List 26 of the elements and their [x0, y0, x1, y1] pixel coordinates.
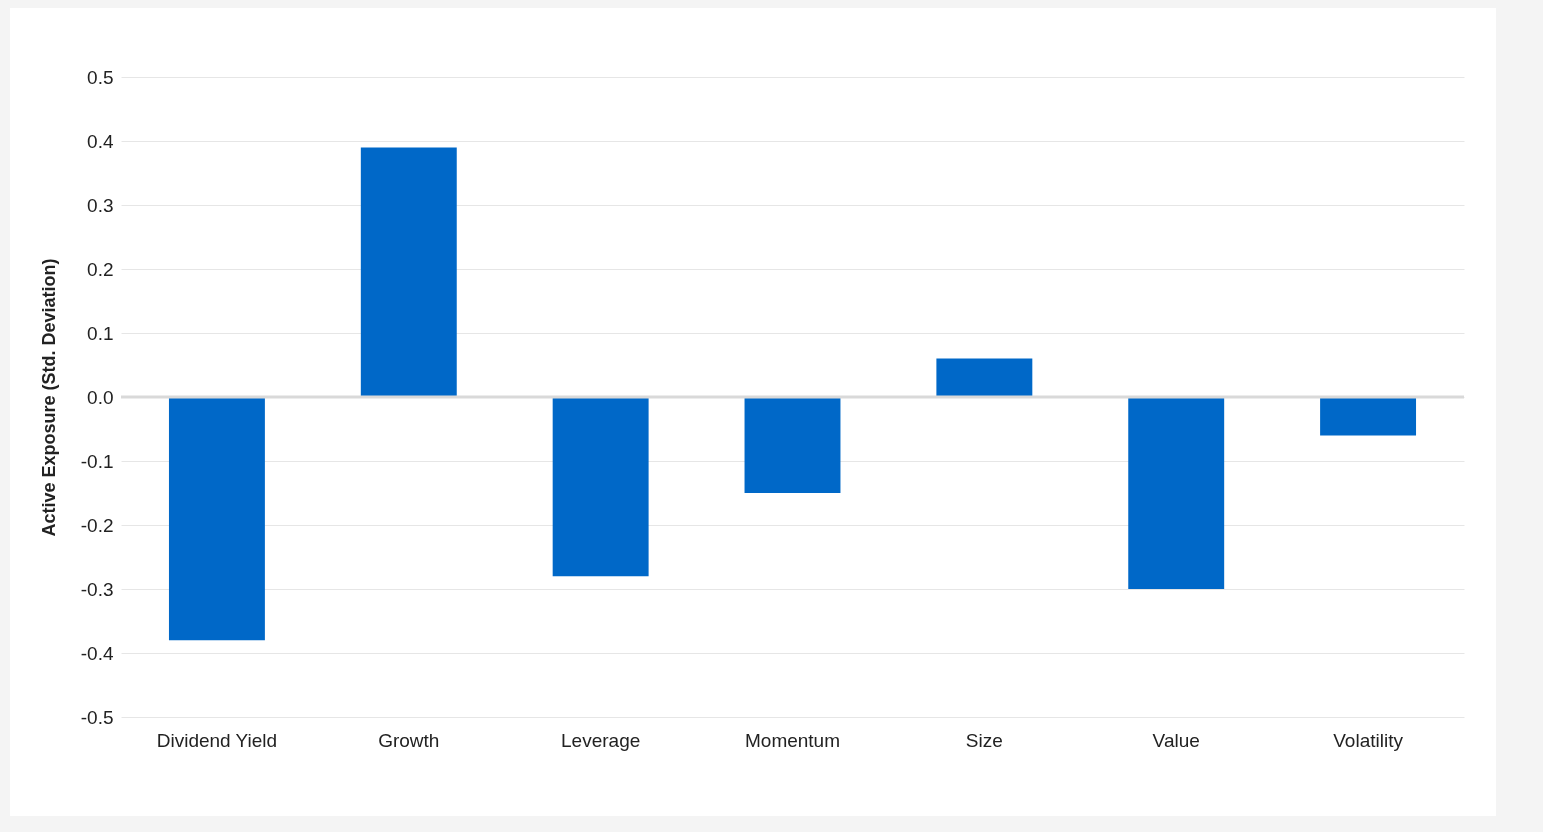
y-tick-label: -0.5 — [80, 706, 114, 728]
x-tick-label: Dividend Yield — [156, 729, 278, 751]
x-tick-label: Volatility — [1333, 729, 1404, 751]
y-tick-label: -0.2 — [80, 514, 114, 536]
y-tick-label: 0.1 — [87, 322, 114, 344]
y-tick-label: 0.0 — [87, 386, 114, 408]
x-tick-label: Growth — [378, 729, 440, 751]
y-tick-label: -0.4 — [80, 642, 114, 664]
bar — [1320, 397, 1417, 436]
bar — [936, 358, 1033, 397]
bar — [552, 397, 649, 577]
x-tick-label: Value — [1152, 729, 1200, 751]
x-tick-label: Leverage — [561, 729, 641, 751]
y-tick-label: 0.5 — [87, 66, 114, 88]
y-tick-label: 0.4 — [87, 130, 114, 152]
y-tick-label: -0.1 — [80, 450, 114, 472]
bar — [168, 397, 265, 641]
bar — [360, 147, 457, 397]
y-tick-label: -0.3 — [80, 578, 114, 600]
y-tick-label: 0.3 — [87, 194, 114, 216]
bar — [1128, 397, 1225, 589]
y-axis-title: Active Exposure (Std. Deviation) — [38, 258, 59, 537]
bar — [744, 397, 841, 493]
y-tick-label: 0.2 — [87, 258, 114, 280]
x-tick-label: Size — [965, 729, 1003, 751]
x-tick-label: Momentum — [744, 729, 841, 751]
